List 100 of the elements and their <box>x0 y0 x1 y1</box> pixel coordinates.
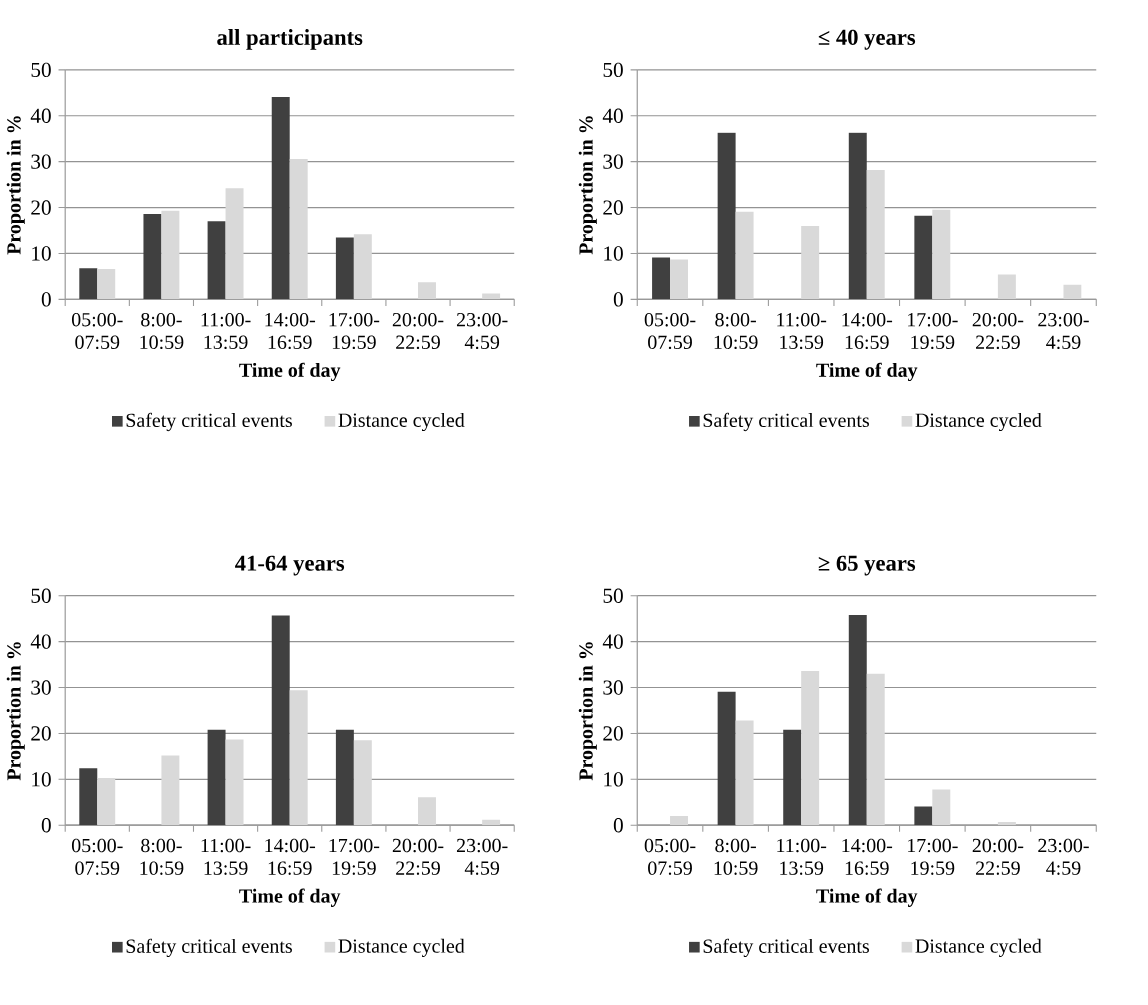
bar <box>482 819 501 826</box>
x-tick-label: 17:00-19:59 <box>908 313 958 350</box>
y-axis-title: Proportion in % <box>578 116 597 255</box>
bar <box>79 768 98 826</box>
y-tick-label: 20 <box>603 200 623 215</box>
x-tick-label: 05:00-07:59 <box>71 838 123 876</box>
x-tick-label: 23:00-4:59 <box>456 838 508 876</box>
legend-label: Safety critical events <box>703 412 869 432</box>
x-tick-label: 23:00-4:59 <box>1038 313 1089 350</box>
y-tick-label: 50 <box>603 62 623 78</box>
chart-title: all participants <box>217 29 363 50</box>
y-tick-label: 40 <box>602 108 623 124</box>
x-tick-label: 05:00-07:59 <box>644 313 696 350</box>
x-tick-label: 17:00-19:59 <box>908 838 958 876</box>
bar <box>932 209 951 300</box>
y-tick-label: 10 <box>32 772 51 787</box>
bar <box>1063 284 1082 300</box>
legend-label: Distance cycled <box>338 412 465 432</box>
x-tick-label: 11:00-13:59 <box>777 313 827 350</box>
bar <box>353 740 372 826</box>
x-tick-label: 20:00-22:59 <box>392 838 444 876</box>
x-tick-label: 20:00-22:59 <box>972 838 1024 876</box>
x-axis-title: Time of day <box>239 362 341 382</box>
x-tick-label: 11:00-13:59 <box>201 313 251 350</box>
y-tick-label: 0 <box>613 818 623 833</box>
x-tick-label: 8:00-10:59 <box>140 838 184 876</box>
x-tick-label: 20:00-22:59 <box>972 313 1024 350</box>
bar <box>289 690 308 826</box>
x-tick-label: 05:00-07:59 <box>71 313 123 350</box>
chart-title: ≤ 40 years <box>818 29 916 50</box>
y-tick-label: 10 <box>32 246 51 261</box>
bar <box>801 225 820 300</box>
x-axis-title: Time of day <box>816 888 918 907</box>
bar <box>717 691 736 826</box>
bar <box>866 673 885 826</box>
x-tick-label: 14:00-16:59 <box>265 838 316 876</box>
y-axis-title: Proportion in % <box>6 642 25 781</box>
x-tick-label: 20:00-22:59 <box>392 313 444 350</box>
y-tick-label: 0 <box>41 292 51 307</box>
bar <box>848 132 867 300</box>
y-tick-label: 0 <box>613 292 623 307</box>
bar <box>652 257 671 300</box>
x-axis-title: Time of day <box>816 362 918 382</box>
x-tick-label: 17:00-19:59 <box>329 313 380 350</box>
chart-title: 41-64 years <box>235 555 345 576</box>
y-tick-label: 50 <box>31 62 51 78</box>
bar <box>97 269 116 300</box>
legend-label: Distance cycled <box>915 412 1042 432</box>
bar <box>866 169 885 300</box>
x-tick-label: 17:00-19:59 <box>329 838 380 876</box>
bar <box>225 739 244 826</box>
bar <box>289 158 308 300</box>
bar <box>161 755 180 826</box>
legend-label: Safety critical events <box>126 412 292 432</box>
bar <box>353 234 372 300</box>
y-tick-label: 40 <box>30 634 51 649</box>
bar <box>932 789 951 826</box>
bar <box>418 797 436 826</box>
y-tick-label: 50 <box>31 588 51 603</box>
y-tick-label: 50 <box>603 588 623 603</box>
x-tick-label: 8:00-10:59 <box>140 313 184 350</box>
y-tick-label: 40 <box>602 634 623 649</box>
bar <box>482 293 501 300</box>
legend-label: Distance cycled <box>338 938 465 957</box>
bar <box>735 211 754 300</box>
x-tick-label: 23:00-4:59 <box>1038 838 1089 876</box>
bar <box>207 221 226 300</box>
bar <box>670 816 688 826</box>
legend-label: Safety critical events <box>703 938 869 958</box>
bar <box>207 729 226 826</box>
y-axis-title: Proportion in % <box>578 642 597 781</box>
y-tick-label: 30 <box>31 154 51 169</box>
x-axis-title: Time of day <box>239 888 341 907</box>
bar <box>914 215 933 300</box>
bar <box>997 822 1016 826</box>
y-tick-label: 0 <box>41 818 51 833</box>
bar <box>997 274 1016 300</box>
y-tick-label: 20 <box>31 726 51 741</box>
bar <box>225 188 244 300</box>
chart-title: ≥ 65 years <box>818 555 916 576</box>
bar <box>335 237 354 300</box>
x-tick-label: 14:00-16:59 <box>842 313 893 350</box>
bar <box>418 282 436 300</box>
x-tick-label: 11:00-13:59 <box>201 838 251 876</box>
y-tick-label: 10 <box>604 246 623 261</box>
legend-label: Safety critical events <box>126 938 292 958</box>
bar <box>79 268 98 300</box>
x-tick-label: 23:00-4:59 <box>456 313 508 350</box>
x-tick-label: 8:00-10:59 <box>714 313 758 350</box>
bar <box>670 259 688 300</box>
x-tick-label: 14:00-16:59 <box>842 838 893 876</box>
y-axis-title: Proportion in % <box>6 116 25 255</box>
bar <box>783 729 802 826</box>
bar <box>735 720 754 826</box>
y-tick-label: 30 <box>603 154 623 169</box>
x-tick-label: 8:00-10:59 <box>714 838 758 876</box>
legend-label: Distance cycled <box>915 938 1042 957</box>
y-tick-label: 30 <box>603 680 623 695</box>
x-tick-label: 14:00-16:59 <box>265 313 316 350</box>
bar <box>717 132 736 300</box>
